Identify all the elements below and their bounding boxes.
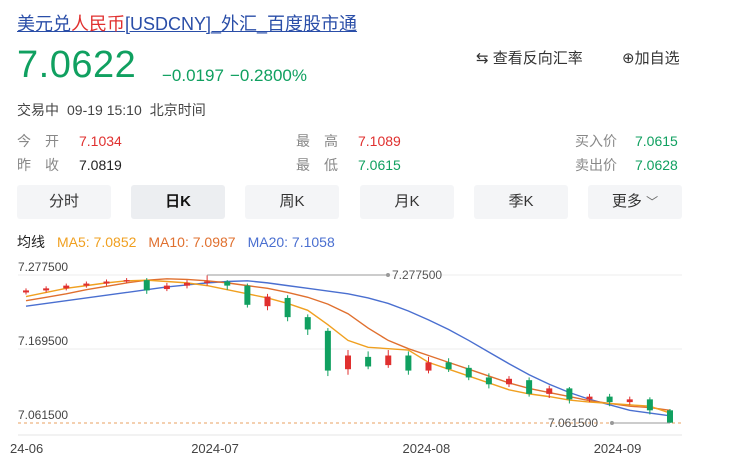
bid-label: 买入价: [575, 133, 617, 149]
candle-body: [586, 396, 593, 400]
ma-label: 均线: [17, 234, 45, 250]
candle-body: [465, 367, 472, 378]
bid-value: 7.0615: [635, 133, 678, 149]
candle-body: [284, 297, 291, 318]
candle-body: [405, 355, 412, 371]
chevron-down-icon: ﹀: [646, 195, 659, 209]
x-tick-label: 2024-08: [403, 441, 451, 456]
candle-body: [445, 362, 452, 370]
page-title[interactable]: 美元兑人民币[USDCNY]_外汇_百度股市通: [17, 10, 357, 36]
candle-body: [667, 410, 673, 423]
candle-body: [264, 296, 271, 307]
quote-ask: 卖出价 7.0628: [575, 155, 678, 175]
candle-body: [103, 281, 110, 284]
candle-body: [345, 355, 351, 370]
ma5-legend: MA5: 7.0852: [57, 234, 137, 250]
status-timezone: 北京时间: [149, 102, 206, 118]
x-tick-label: 24-06: [10, 441, 43, 456]
add-watchlist-button[interactable]: ⊕加自选: [622, 50, 680, 67]
candle-body: [63, 285, 70, 289]
tab-quarterly-k[interactable]: 季K: [474, 185, 568, 219]
candle-body: [566, 388, 573, 400]
prev-close-value: 7.0819: [79, 157, 122, 173]
ma5-line: [25, 279, 671, 414]
title-base: 美元兑: [17, 14, 71, 34]
candle-body: [163, 285, 170, 290]
status-datetime: 09-19 15:10: [67, 102, 142, 118]
candle-body: [485, 377, 492, 385]
low-marker-dot: [610, 421, 614, 425]
candle-body: [626, 399, 633, 403]
candle-body: [324, 330, 331, 371]
ask-value: 7.0628: [635, 157, 678, 173]
candle-body: [546, 388, 553, 394]
title-suffix: [USDCNY]_外汇_百度股市通: [125, 14, 358, 34]
candle-body: [83, 283, 90, 286]
x-tick-label: 2024-07: [191, 441, 239, 456]
ma20-line: [25, 280, 671, 417]
candle-body: [304, 317, 311, 330]
change-percent: −0.2800%: [229, 66, 307, 85]
x-tick-label: 2024-09: [594, 441, 642, 456]
candle-body: [143, 280, 150, 291]
price-change: −0.0197 −0.2800%: [162, 66, 313, 86]
high-label: 最 高: [296, 133, 338, 149]
y-tick-label: 7.061500: [18, 408, 68, 422]
prev-close-label: 昨 收: [17, 157, 59, 173]
change-value: −0.0197: [162, 66, 224, 85]
candle-body: [425, 362, 432, 371]
ma20-legend: MA20: 7.1058: [247, 234, 335, 250]
quote-bid: 买入价 7.0615: [575, 131, 678, 151]
candle-body: [606, 396, 613, 403]
candle-body: [184, 282, 190, 286]
low-label: 最 低: [296, 157, 338, 173]
candle-body: [506, 378, 512, 385]
tab-more[interactable]: 更多 ﹀: [588, 185, 682, 219]
y-tick-label: 7.277500: [18, 260, 68, 274]
tab-more-label: 更多: [611, 193, 642, 210]
high-marker-label: 7.277500: [392, 268, 442, 282]
quote-open: 今 开 7.1034: [17, 131, 122, 151]
tab-monthly-k[interactable]: 月K: [360, 185, 454, 219]
title-quote-currency: 人民币: [71, 14, 125, 34]
ma10-legend: MA10: 7.0987: [148, 234, 236, 250]
open-label: 今 开: [17, 133, 59, 149]
status-text: 交易中: [17, 102, 59, 118]
high-value: 7.1089: [358, 133, 401, 149]
reverse-rate-button[interactable]: ⇆ 查看反向汇率: [476, 50, 583, 67]
trading-status: 交易中 09-19 15:10 北京时间: [17, 100, 214, 120]
ask-label: 卖出价: [575, 157, 617, 173]
tab-daily-k[interactable]: 日K: [131, 185, 225, 219]
tab-weekly-k[interactable]: 周K: [245, 185, 339, 219]
candle-body: [646, 399, 653, 411]
candle-body: [43, 288, 50, 291]
candle-body: [526, 380, 533, 394]
candle-body: [365, 356, 372, 367]
candle-body: [385, 355, 392, 366]
quote-prev-close: 昨 收 7.0819: [17, 155, 122, 175]
high-marker-dot: [386, 273, 390, 277]
moving-average-legend: 均线 MA5: 7.0852 MA10: 7.0987 MA20: 7.1058: [17, 232, 347, 252]
candle-body: [204, 281, 211, 283]
candle-body: [244, 285, 251, 305]
ma10-line: [25, 278, 671, 412]
candle-body: [23, 290, 29, 293]
candle-body: [123, 280, 130, 282]
y-tick-label: 7.169500: [18, 334, 68, 348]
candlestick-chart[interactable]: 7.277500 7.169500 7.061500 24-06 2024-07 2024…: [0, 255, 740, 471]
low-marker-label: 7.061500: [548, 416, 598, 430]
quote-low: 最 低 7.0615: [296, 155, 401, 175]
tab-intraday[interactable]: 分时: [17, 185, 111, 219]
current-price: 7.0622: [17, 44, 137, 86]
quote-high: 最 高 7.1089: [296, 131, 401, 151]
open-value: 7.1034: [79, 133, 122, 149]
low-value: 7.0615: [358, 157, 401, 173]
period-tabs: 分时 日K 周K 月K 季K 更多 ﹀: [17, 185, 683, 219]
candle-body: [224, 281, 231, 286]
